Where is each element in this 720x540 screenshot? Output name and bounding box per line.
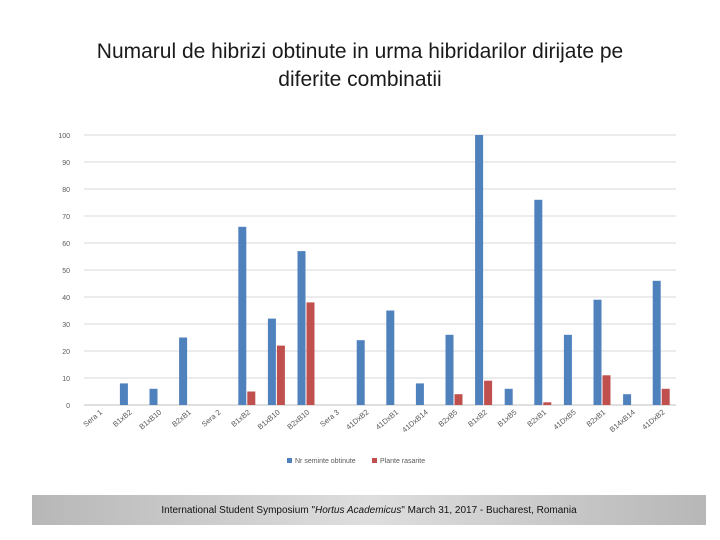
x-tick-label: B1xB10 <box>137 408 163 432</box>
legend-label: Nr seminte obtinute <box>295 458 356 465</box>
y-tick-label: 60 <box>62 241 70 248</box>
chart-title-line2: diferite combinatii <box>278 68 442 91</box>
bar <box>445 334 454 405</box>
x-tick-label: Sera 1 <box>81 408 104 429</box>
bar <box>119 383 128 405</box>
y-tick-label: 10 <box>62 376 70 383</box>
x-tick-label: B1xB5 <box>496 408 519 429</box>
bar <box>593 299 602 405</box>
bar <box>652 280 661 405</box>
bar <box>247 391 256 405</box>
y-tick-label: 40 <box>62 295 70 302</box>
bar <box>543 402 552 405</box>
x-tick-label: B1xB10 <box>256 408 282 432</box>
y-tick-label: 80 <box>62 187 70 194</box>
legend-label: Plante rasarite <box>380 458 425 465</box>
bar <box>306 302 315 405</box>
bar <box>484 380 493 405</box>
footer-text-italic: Hortus Academicus <box>315 504 402 516</box>
x-tick-label: Sera 2 <box>200 408 223 429</box>
bar <box>276 345 285 405</box>
legend-swatch <box>287 458 292 463</box>
legend-swatch <box>372 458 377 463</box>
chart-title-line1: Numarul de hibrizi obtinute in urma hibr… <box>96 40 624 63</box>
x-tick-label: B14xB14 <box>608 408 637 434</box>
y-tick-label: 0 <box>66 403 70 410</box>
y-tick-label: 20 <box>62 349 70 356</box>
x-tick-label: B2xB5 <box>437 408 460 429</box>
x-tick-label: B1xB2 <box>111 408 134 429</box>
footer-text-part3: " March 31, 2017 - Bucharest, Romania <box>401 504 577 516</box>
y-tick-label: 50 <box>62 268 70 275</box>
bar <box>454 394 463 405</box>
bar <box>179 337 188 405</box>
x-tick-label: B1xB2 <box>466 408 489 429</box>
x-tick-label: 41DxB5 <box>551 408 577 432</box>
bar <box>356 340 365 405</box>
bar <box>661 388 670 405</box>
bar <box>386 310 395 405</box>
x-tick-label: B2xB10 <box>285 408 311 432</box>
x-tick-label: B2xB1 <box>585 408 608 429</box>
footer-text-part1: International Student Symposium " <box>161 504 315 516</box>
x-tick-label: B1xB2 <box>229 408 252 429</box>
y-tick-label: 70 <box>62 214 70 221</box>
bar <box>504 388 513 405</box>
bar <box>149 388 158 405</box>
bar <box>623 394 632 405</box>
bar <box>534 199 543 405</box>
bar <box>297 251 306 405</box>
y-tick-label: 30 <box>62 322 70 329</box>
bar <box>563 334 572 405</box>
bar <box>238 226 247 405</box>
x-tick-label: 41DxB2 <box>640 408 666 432</box>
bar <box>267 318 276 405</box>
bar <box>415 383 424 405</box>
x-tick-label: B2xB1 <box>170 408 193 429</box>
chart-title: Numarul de hibrizi obtinute in urma hibr… <box>40 38 680 94</box>
y-tick-label: 100 <box>58 133 70 140</box>
footer-text: International Student Symposium "Hortus … <box>161 505 576 516</box>
x-tick-label: 41DxB2 <box>344 408 370 432</box>
y-tick-label: 90 <box>62 160 70 167</box>
x-tick-label: B2xB1 <box>525 408 548 429</box>
x-tick-label: Sera 3 <box>318 408 341 429</box>
footer-banner: International Student Symposium "Hortus … <box>32 495 706 525</box>
bar <box>475 135 484 405</box>
x-tick-label: 41DxB14 <box>400 408 429 435</box>
x-tick-label: 41DxB1 <box>374 408 400 432</box>
bar <box>602 375 611 405</box>
